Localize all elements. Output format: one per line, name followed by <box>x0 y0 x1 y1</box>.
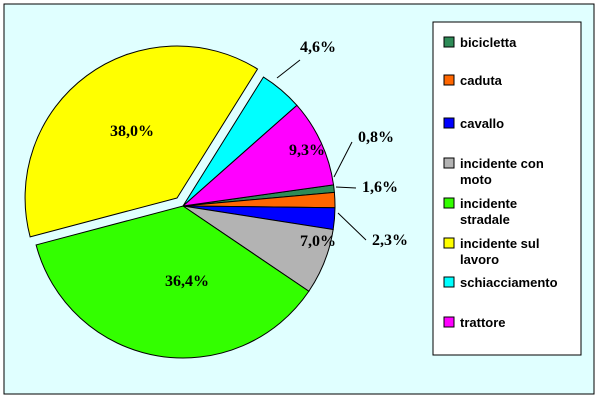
leader-line-bicicletta <box>333 141 353 178</box>
legend-label-cavallo: cavallo <box>460 116 504 131</box>
pie-slice-incidente-sul-lavoro <box>24 45 259 238</box>
legend-swatch-caduta <box>443 74 455 86</box>
legend-label-caduta: caduta <box>460 73 503 88</box>
leader-line-cavallo <box>337 212 367 241</box>
legend-box <box>432 21 582 356</box>
legend-label-incidente-con-moto: incidente con moto <box>460 156 544 187</box>
legend-label-incidente-sul-lavoro: incidente sul lavoro <box>460 236 539 267</box>
slice-label-trattore: 9,3% <box>289 142 325 159</box>
legend-label-incidente-stradale: incidente stradale <box>460 196 517 227</box>
legend-swatch-incidente-con-moto <box>443 157 455 169</box>
legend-swatch-schiacciamento <box>443 276 455 288</box>
legend-swatch-trattore <box>443 316 455 328</box>
slice-label-caduta: 1,6% <box>362 179 398 196</box>
slice-label-incidente-con-moto: 7,0% <box>300 233 336 250</box>
legend-swatch-incidente-sul-lavoro <box>443 237 455 249</box>
slice-label-incidente-sul-lavoro: 38,0% <box>110 123 154 140</box>
legend-swatch-bicicletta <box>443 36 455 48</box>
pie-slices <box>24 45 336 359</box>
pie-slice-trattore <box>181 104 335 207</box>
legend-swatch-cavallo <box>443 117 455 129</box>
pie-slice-incidente-stradale <box>35 205 310 359</box>
leader-line-caduta <box>335 186 357 189</box>
legend-label-trattore: trattore <box>460 315 506 330</box>
legend-swatch-incidente-stradale <box>443 197 455 209</box>
legend: bicicletta caduta cavallo incidente con moto… <box>432 21 582 356</box>
leader-line-schiacciamento <box>276 59 301 79</box>
slice-label-cavallo: 2,3% <box>372 232 408 249</box>
slice-label-bicicletta: 0,8% <box>358 129 394 146</box>
leader-lines <box>276 59 367 241</box>
slice-label-schiacciamento: 4,6% <box>300 39 336 56</box>
legend-label-schiacciamento: schiacciamento <box>460 275 558 290</box>
slice-label-incidente-stradale: 36,4% <box>165 273 209 290</box>
slice-labels: 0,8% 1,6% 2,3% 7,0% 36,4% 38,0% 4,6% 9,3% <box>110 39 408 290</box>
legend-label-bicicletta: bicicletta <box>460 35 517 50</box>
